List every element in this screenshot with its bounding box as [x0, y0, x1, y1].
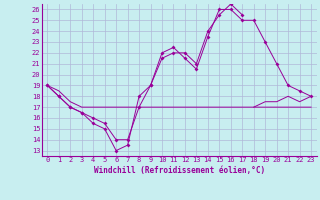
- X-axis label: Windchill (Refroidissement éolien,°C): Windchill (Refroidissement éolien,°C): [94, 166, 265, 175]
